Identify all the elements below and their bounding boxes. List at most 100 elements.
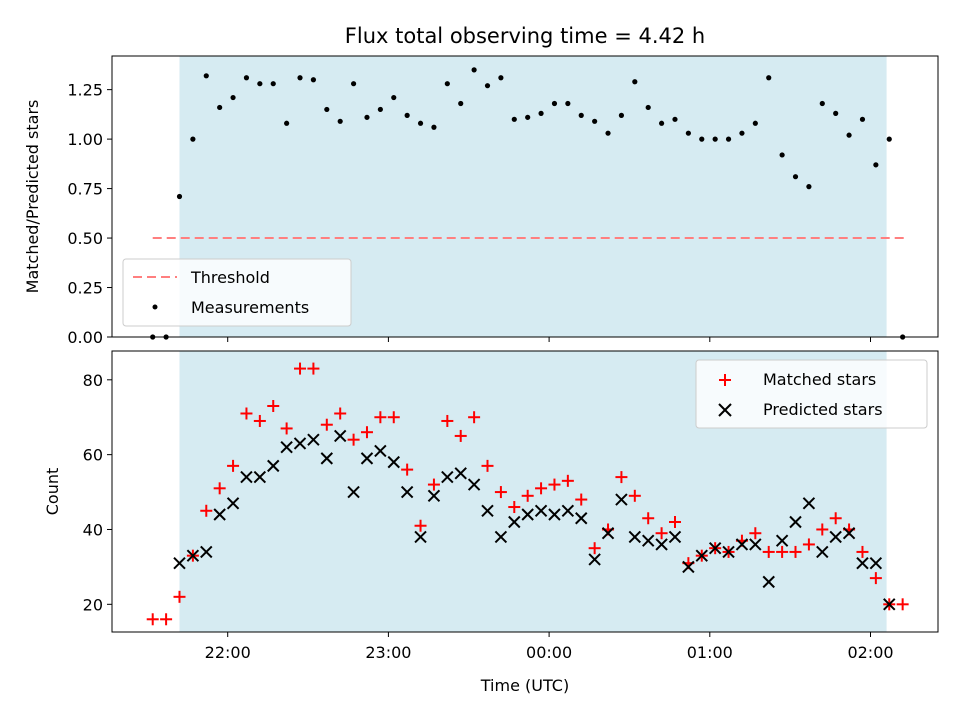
matched-star-point — [347, 433, 360, 446]
y-tick-label: 0.50 — [67, 229, 103, 248]
measurement-point — [739, 130, 745, 136]
x-tick-label: 22:00 — [205, 643, 251, 662]
matched-star-point — [575, 493, 588, 506]
matched-star-point — [869, 572, 882, 585]
measurement-point — [819, 100, 825, 107]
y-tick-label: 40 — [83, 520, 103, 539]
x-tick-label: 02:00 — [847, 643, 893, 662]
x-tick-label: 23:00 — [365, 643, 411, 662]
predicted-stars-series — [173, 429, 896, 611]
predicted-star-point — [494, 530, 508, 544]
predicted-star-point — [213, 508, 226, 521]
ratio-x-ticks — [227, 337, 872, 342]
predicted-star-point — [387, 455, 400, 469]
measurement-point — [886, 136, 892, 142]
measurement-point — [618, 112, 625, 118]
ratio-panel: 0.00 0.25 0.50 0.75 1.00 1.25 Matched/Predict… — [23, 55, 939, 347]
matched-star-point — [374, 411, 387, 424]
measurement-point — [833, 110, 839, 116]
measurement-point — [458, 100, 464, 107]
predicted-star-point — [521, 508, 534, 521]
matched-star-point — [401, 463, 414, 476]
matched-star-point — [468, 411, 481, 424]
measurement-point — [792, 174, 799, 180]
predicted-star-point — [534, 504, 548, 517]
predicted-star-point — [655, 538, 668, 551]
ratio-legend-box — [122, 258, 352, 327]
measurement-point — [190, 136, 196, 142]
count-panel: 20 40 60 80 22:00 23:00 00:00 01:00 02:00 Count… — [43, 350, 939, 695]
predicted-star-point — [775, 534, 789, 547]
measurement-point — [672, 116, 678, 122]
matched-star-point — [267, 400, 280, 413]
measurement-point — [525, 114, 531, 120]
predicted-star-point — [333, 429, 347, 443]
measurement-point — [243, 75, 250, 81]
count-y-axis-title: Count — [43, 468, 62, 516]
predicted-star-point — [682, 560, 695, 574]
predicted-star-point — [200, 545, 213, 559]
count-legend-box — [695, 359, 928, 429]
matched-star-point — [173, 590, 186, 603]
predicted-star-point — [173, 556, 186, 570]
x-tick-label: 01:00 — [687, 643, 733, 662]
matched-star-point — [668, 515, 681, 528]
measurement-point — [230, 94, 236, 101]
predicted-star-point — [561, 504, 575, 517]
matched-stars-legend-swatch — [719, 374, 731, 386]
predicted-star-point — [508, 515, 521, 529]
measurement-point — [592, 118, 598, 124]
predicted-star-point — [307, 433, 320, 446]
predicted-star-point — [427, 489, 441, 503]
predicted-stars-legend-label: Predicted stars — [763, 400, 883, 419]
matched-star-point — [776, 545, 789, 558]
measurement-point — [364, 114, 370, 120]
ratio-y-axis: 0.00 0.25 0.50 0.75 1.00 1.25 — [67, 81, 112, 347]
measurement-point — [284, 120, 290, 126]
y-tick-label: 80 — [83, 371, 103, 390]
predicted-star-point — [267, 459, 280, 473]
matched-star-point — [146, 613, 159, 626]
measurement-point — [632, 79, 638, 85]
measurement-point — [471, 67, 477, 73]
measurement-point — [484, 83, 491, 89]
measurement-point — [806, 184, 812, 190]
matched-star-point — [508, 501, 521, 514]
matched-star-point — [227, 459, 240, 472]
predicted-star-point — [400, 485, 414, 499]
measurement-point — [217, 104, 223, 111]
matched-star-point — [414, 519, 427, 532]
figure-title: Flux total observing time = 4.42 h — [345, 24, 705, 48]
measurement-point — [538, 110, 544, 116]
y-tick-label: 20 — [83, 595, 103, 614]
predicted-star-point — [641, 534, 655, 547]
predicted-star-point — [789, 515, 802, 529]
measurement-point — [417, 120, 424, 126]
matched-star-point — [816, 523, 829, 536]
matched-star-point — [615, 471, 628, 484]
predicted-star-point — [240, 470, 253, 484]
measurement-point — [203, 73, 209, 79]
predicted-star-point — [293, 437, 307, 450]
predicted-star-point — [708, 541, 722, 555]
measurement-point — [712, 136, 718, 142]
predicted-star-point — [749, 538, 762, 551]
measurement-point — [257, 81, 263, 87]
measurement-point — [766, 75, 772, 81]
measurement-point — [176, 193, 183, 200]
measurement-point — [444, 81, 450, 87]
matched-star-point — [494, 486, 507, 499]
matched-star-point — [588, 542, 601, 555]
predicted-star-point — [668, 530, 682, 544]
matched-star-point — [294, 362, 307, 375]
measurement-point — [645, 104, 651, 111]
matched-star-point — [200, 504, 213, 517]
measurement-point — [658, 120, 665, 126]
matched-stars-legend-label: Matched stars — [763, 370, 876, 389]
matched-star-point — [789, 545, 802, 558]
measurement-point — [779, 152, 785, 158]
measurement-point — [846, 132, 852, 138]
predicted-star-point — [802, 497, 816, 510]
x-tick-label: 00:00 — [526, 643, 572, 662]
predicted-star-point — [226, 497, 240, 510]
